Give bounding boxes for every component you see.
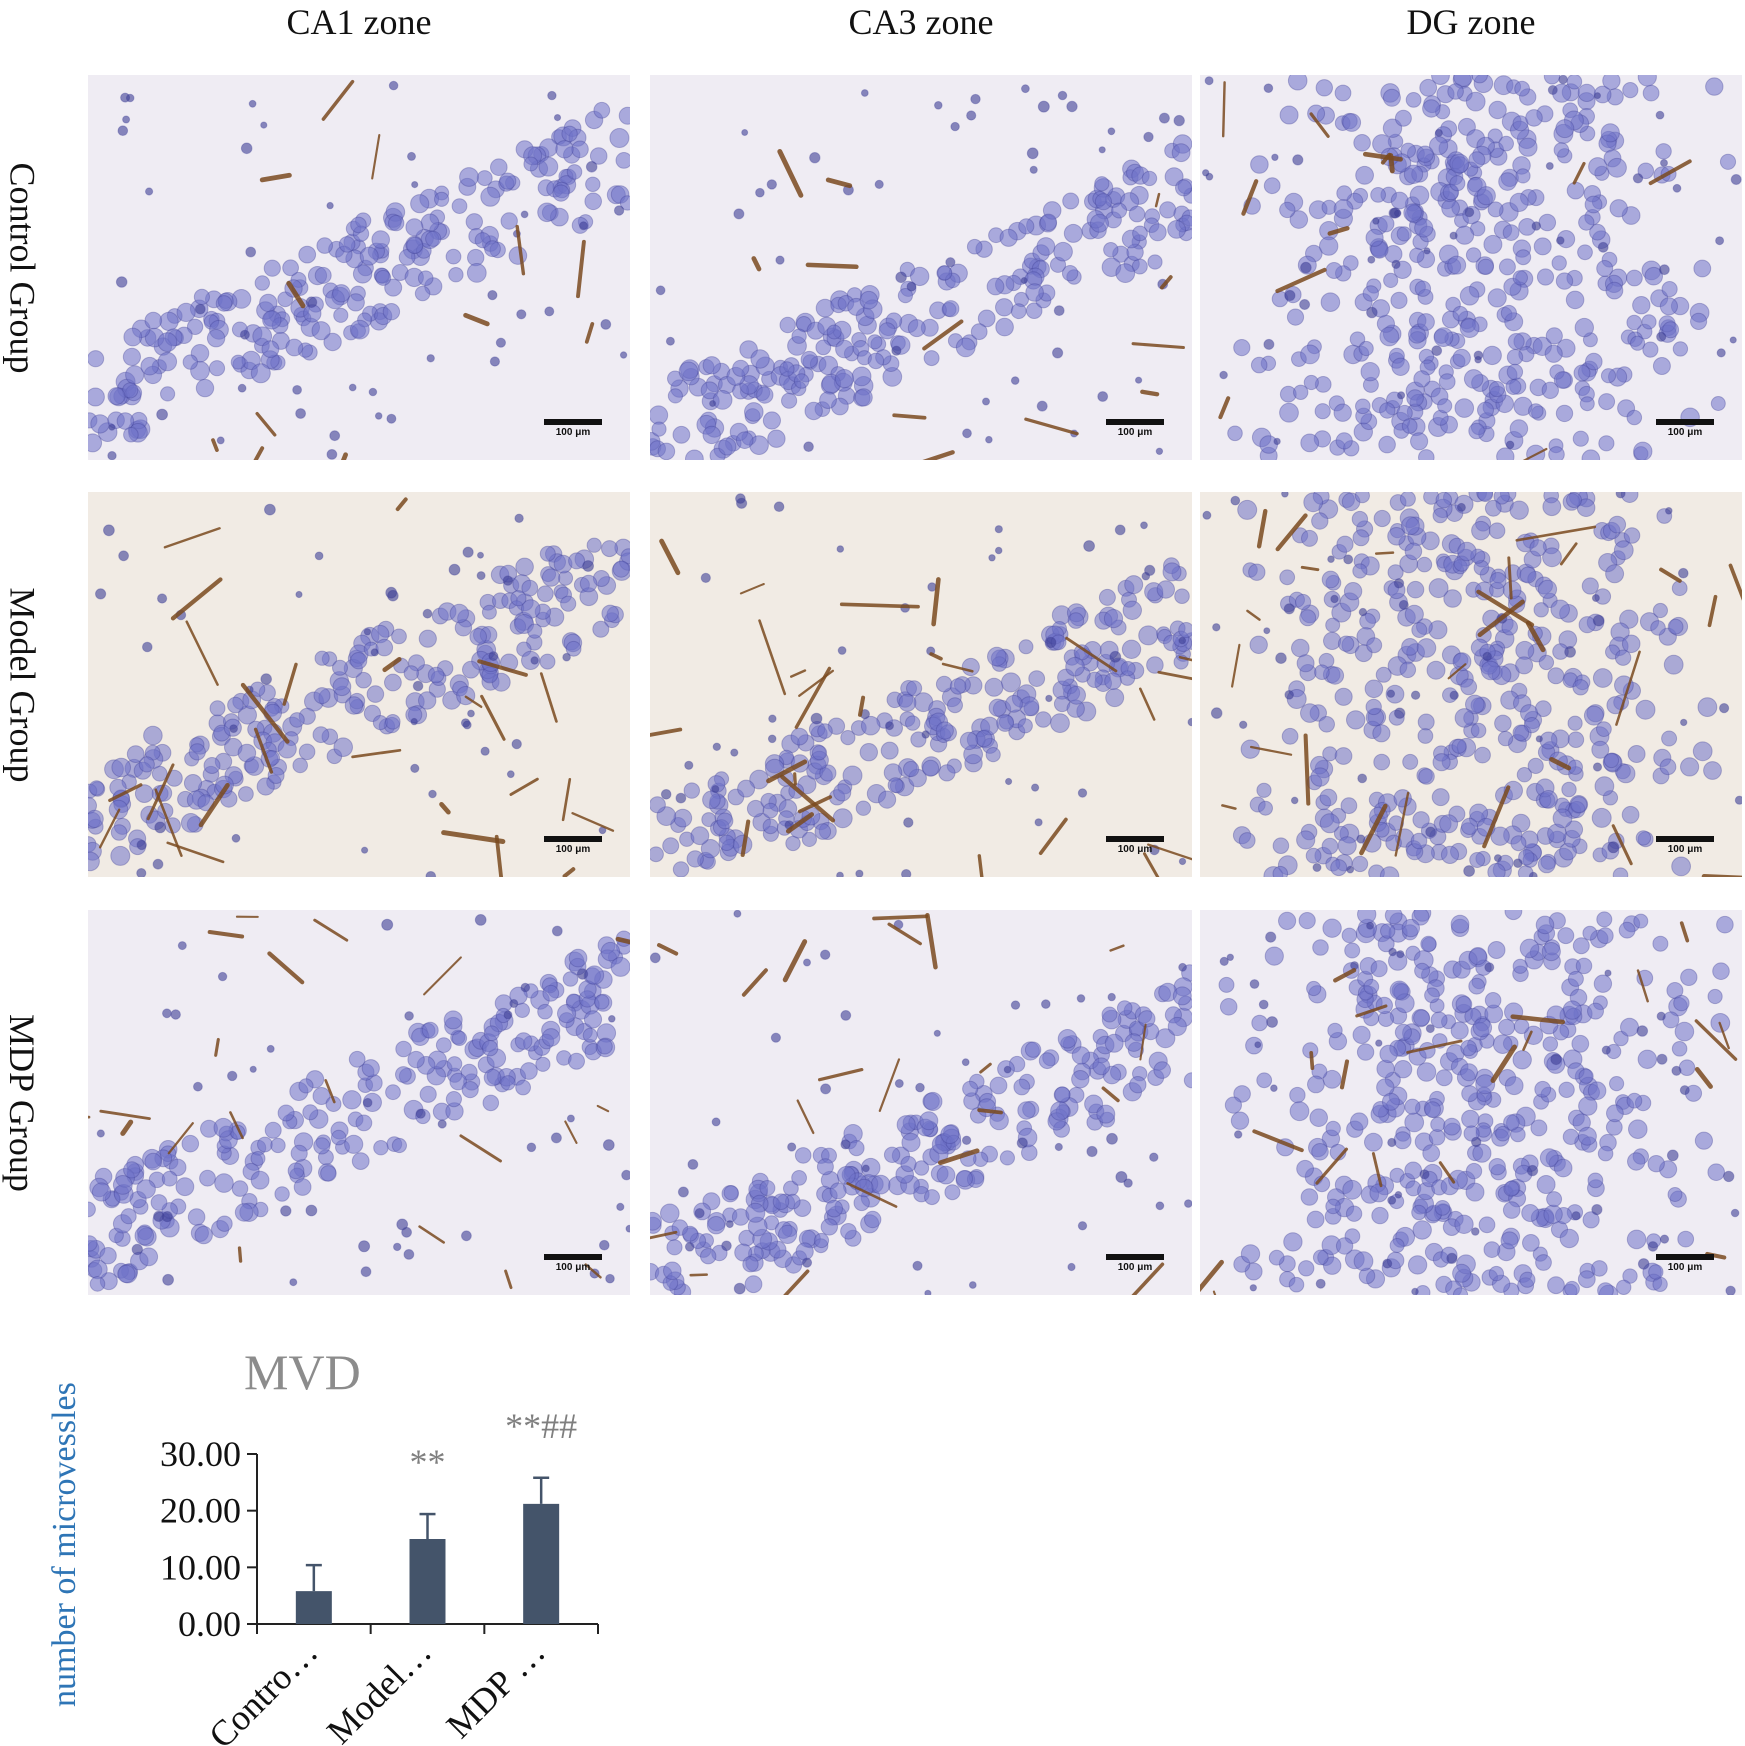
scale-bar-line	[544, 1254, 602, 1260]
scale-bar-line	[544, 836, 602, 842]
scale-bar: 100 μm	[544, 1254, 602, 1273]
mvd-bar-chart: 0.00 10.00 20.00 30.00 Contro… ** Model… **## MD…	[160, 1406, 599, 1746]
micrograph-panel-mdp-group-ca1-zone: 100 μm	[88, 910, 630, 1295]
scale-bar-label: 100 μm	[1667, 1262, 1703, 1273]
scale-bar-label: 100 μm	[1117, 1262, 1153, 1273]
scale-bar-label: 100 μm	[1117, 427, 1153, 438]
bar-1	[295, 1591, 332, 1624]
scale-bar-label: 100 μm	[555, 844, 591, 855]
scale-bar-line	[1106, 836, 1164, 842]
y-tick-label: 30.00	[160, 1434, 241, 1474]
micrograph-panel-mdp-group-dg-zone: 100 μm	[1200, 910, 1742, 1295]
x-tick-label-3: MDP …	[438, 1631, 552, 1745]
y-tick-label: 0.00	[178, 1604, 241, 1644]
bar-2	[409, 1539, 446, 1624]
y-tick-label: 10.00	[160, 1547, 241, 1587]
column-header-ca1: CA1 zone	[286, 2, 432, 42]
significance-label-2: **	[410, 1442, 446, 1482]
row-label-control-text: Control Group	[2, 162, 42, 373]
scale-bar: 100 μm	[1656, 419, 1714, 438]
scale-bar-line	[1656, 419, 1714, 425]
row-label-mdp-text: MDP Group	[2, 1013, 42, 1192]
x-tick-label-1: Contro…	[201, 1631, 325, 1746]
x-tick-label-2: Model…	[319, 1631, 439, 1746]
scale-bar: 100 μm	[1106, 1254, 1164, 1273]
scale-bar-label: 100 μm	[1667, 427, 1703, 438]
micrograph-panel-control-group-dg-zone: 100 μm	[1200, 75, 1742, 460]
scale-bar: 100 μm	[1106, 836, 1164, 855]
bar-3	[523, 1503, 560, 1624]
column-header-ca3: CA3 zone	[848, 2, 994, 42]
scale-bar: 100 μm	[1656, 836, 1714, 855]
significance-label-3: **##	[505, 1406, 577, 1446]
scale-bar-label: 100 μm	[555, 427, 591, 438]
scale-bar-line	[1656, 1254, 1714, 1260]
scale-bar-line	[1656, 836, 1714, 842]
row-label-model-text: Model Group	[2, 587, 43, 782]
scale-bar: 100 μm	[544, 836, 602, 855]
micrograph-panel-control-group-ca3-zone: 100 μm	[650, 75, 1192, 460]
scale-bar: 100 μm	[1656, 1254, 1714, 1273]
micrograph-panel-mdp-group-ca3-zone: 100 μm	[650, 910, 1192, 1295]
scale-bar-label: 100 μm	[1667, 844, 1703, 855]
y-tick-label: 20.00	[160, 1491, 241, 1531]
micrograph-panel-control-group-ca1-zone: 100 μm	[88, 75, 630, 460]
scale-bar: 100 μm	[544, 419, 602, 438]
scale-bar: 100 μm	[1106, 419, 1164, 438]
chart-title: MVD	[244, 1344, 361, 1400]
scale-bar-line	[1106, 419, 1164, 425]
micrograph-panel-model-group-ca1-zone: 100 μm	[88, 492, 630, 877]
scale-bar-line	[1106, 1254, 1164, 1260]
scale-bar-label: 100 μm	[1117, 844, 1153, 855]
micrograph-panel-model-group-dg-zone: 100 μm	[1200, 492, 1742, 877]
row-label-model: Model Group	[0, 492, 44, 877]
column-header-dg: DG zone	[1406, 2, 1536, 42]
row-label-control: Control Group	[0, 75, 44, 460]
scale-bar-line	[544, 419, 602, 425]
micrograph-panel-model-group-ca3-zone: 100 μm	[650, 492, 1192, 877]
row-label-mdp: MDP Group	[0, 910, 44, 1295]
scale-bar-label: 100 μm	[555, 1262, 591, 1273]
